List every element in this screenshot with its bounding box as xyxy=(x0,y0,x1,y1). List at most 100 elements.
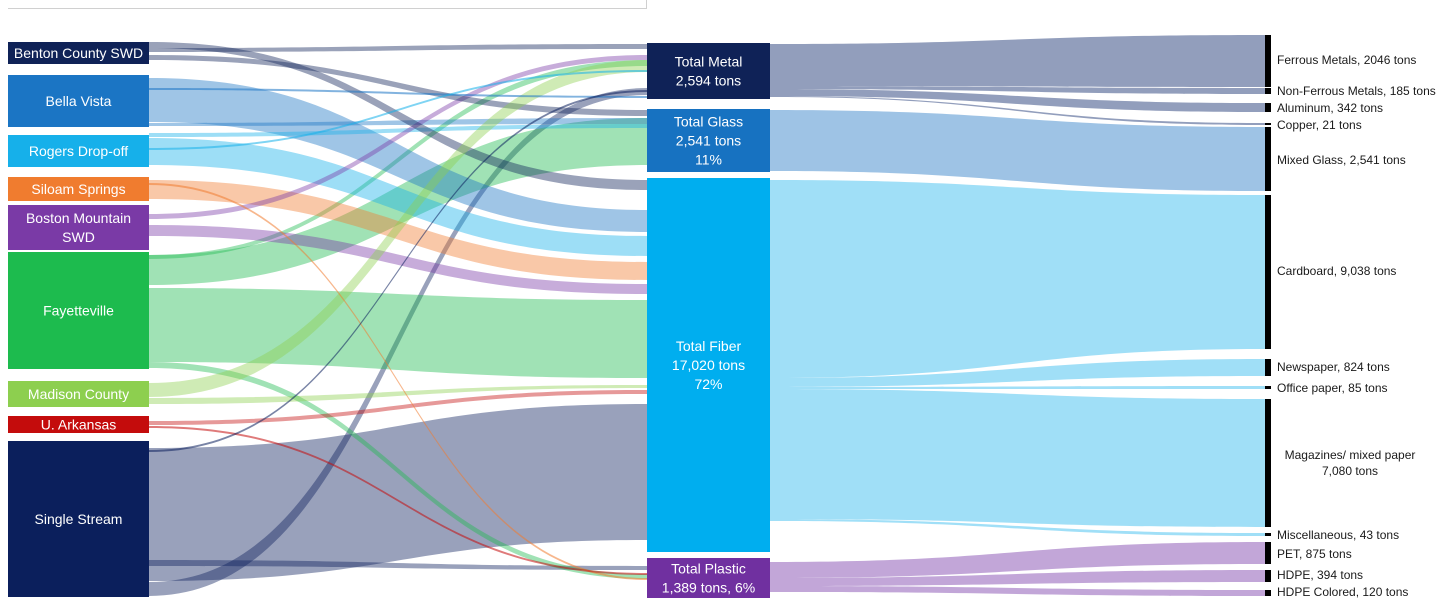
output-nodes: Ferrous Metals, 2046 tons Non-Ferrous Met… xyxy=(1265,35,1436,599)
label-line: Ferrous Metals, 2046 tons xyxy=(1277,53,1416,67)
label-line: Magazines/ mixed paper xyxy=(1285,448,1416,462)
output-bar xyxy=(1265,195,1271,349)
source-node-single: Single Stream xyxy=(8,441,149,597)
output-label: Magazines/ mixed paper 7,080 tons xyxy=(1285,448,1416,478)
node-box xyxy=(647,558,770,598)
label-line: Cardboard, 9,038 tons xyxy=(1277,264,1396,278)
output-bar xyxy=(1265,386,1271,389)
label-line: Siloam Springs xyxy=(31,181,125,197)
flow-metal-nonferrous xyxy=(770,86,1265,94)
label-line: Total Fiber xyxy=(676,338,742,354)
label-line: Newspaper, 824 tons xyxy=(1277,360,1390,374)
flow-siloam-fiber xyxy=(149,180,647,280)
material-label: Total Metal 2,594 tons xyxy=(675,54,743,89)
output-node-office: Office paper, 85 tons xyxy=(1265,381,1388,395)
label-line: Fayetteville xyxy=(43,303,114,319)
label-line: Total Metal xyxy=(675,54,743,70)
node-box xyxy=(8,252,149,369)
source-label: U. Arkansas xyxy=(41,417,116,433)
output-node-hdpe: HDPE, 394 tons xyxy=(1265,568,1363,582)
output-label: Aluminum, 342 tons xyxy=(1277,101,1383,115)
label-line: 2,541 tons xyxy=(676,133,741,149)
flow-fiber-magazines xyxy=(770,389,1265,527)
source-label: Fayetteville xyxy=(43,303,114,319)
flow-madison-glass xyxy=(149,60,647,397)
label-line: HDPE Colored, 120 tons xyxy=(1277,585,1408,598)
output-node-newspaper: Newspaper, 824 tons xyxy=(1265,359,1390,376)
flow-fay-glass xyxy=(149,118,647,285)
flow-plastic-pet xyxy=(770,542,1265,578)
output-bar xyxy=(1265,533,1271,536)
flow-fay-plastic xyxy=(149,362,647,579)
source-label: Rogers Drop-off xyxy=(29,143,128,159)
source-node-benton: Benton County SWD xyxy=(8,42,149,64)
source-to-material-flows xyxy=(149,42,647,596)
output-bar xyxy=(1265,103,1271,112)
flow-madison-fiber xyxy=(149,385,647,404)
flow-boston-fiber xyxy=(149,225,647,294)
label-line: Bella Vista xyxy=(46,93,112,109)
output-node-nonferrous: Non-Ferrous Metals, 185 tons xyxy=(1265,84,1436,98)
flow-metal-ferrous xyxy=(770,35,1265,87)
flow-glass-mixedglass xyxy=(770,110,1265,191)
label-line: Aluminum, 342 tons xyxy=(1277,101,1383,115)
flow-fiber-newspaper xyxy=(770,359,1265,387)
source-label: Madison County xyxy=(28,386,129,402)
source-node-madison: Madison County xyxy=(8,381,149,407)
output-label: Non-Ferrous Metals, 185 tons xyxy=(1277,84,1436,98)
flow-bella-metal xyxy=(149,118,647,126)
output-bar xyxy=(1265,127,1271,191)
flow-benton-metal xyxy=(149,55,647,116)
label-line: HDPE, 394 tons xyxy=(1277,568,1363,582)
flow-uark-fiber xyxy=(149,390,647,425)
flow-benton-glass xyxy=(149,44,647,52)
flow-single-plastic xyxy=(149,560,647,570)
label-line: Total Plastic xyxy=(671,561,746,577)
output-label: Ferrous Metals, 2046 tons xyxy=(1277,53,1416,67)
material-node-metal: Total Metal 2,594 tons xyxy=(647,43,770,99)
output-label: Mixed Glass, 2,541 tons xyxy=(1277,153,1406,167)
output-node-aluminum: Aluminum, 342 tons xyxy=(1265,101,1383,115)
label-line: 72% xyxy=(694,376,722,392)
output-node-hdpecolored: HDPE Colored, 120 tons xyxy=(1265,585,1408,599)
source-node-rogers: Rogers Drop-off xyxy=(8,135,149,167)
source-label: Benton County SWD xyxy=(14,45,143,61)
flow-metal-copper xyxy=(770,96,1265,125)
label-line: Copper, 21 tons xyxy=(1277,118,1362,132)
source-node-siloam: Siloam Springs xyxy=(8,177,149,201)
label-line: 11% xyxy=(695,152,722,168)
label-line: U. Arkansas xyxy=(41,417,116,433)
output-bar xyxy=(1265,35,1271,87)
output-node-cardboard: Cardboard, 9,038 tons xyxy=(1265,195,1396,349)
output-node-misc: Miscellaneous, 43 tons xyxy=(1265,528,1399,542)
output-label: HDPE, 394 tons xyxy=(1277,568,1363,582)
flow-fiber-cardboard xyxy=(770,180,1265,378)
label-line: 2,594 tons xyxy=(676,73,741,89)
flow-fiber-office xyxy=(770,386,1265,389)
flow-single-metal xyxy=(149,88,647,596)
source-node-fay: Fayetteville xyxy=(8,252,149,369)
material-to-output-flows xyxy=(770,35,1265,596)
flow-benton-fiber xyxy=(149,42,647,190)
node-box xyxy=(8,177,149,201)
flow-boston-metal xyxy=(149,55,647,219)
node-box xyxy=(647,178,770,552)
output-label: Miscellaneous, 43 tons xyxy=(1277,528,1399,542)
flow-rogers-thin xyxy=(149,70,647,150)
label-line: Single Stream xyxy=(35,511,123,527)
flow-fay-metal xyxy=(149,60,647,259)
node-box xyxy=(8,416,149,433)
output-bar xyxy=(1265,590,1271,596)
material-label: Total Fiber 17,020 tons 72% xyxy=(672,338,745,392)
source-label: Single Stream xyxy=(35,511,123,527)
label-line: PET, 875 tons xyxy=(1277,547,1352,561)
source-label: Boston Mountain SWD xyxy=(26,210,131,245)
source-node-uark: U. Arkansas xyxy=(8,416,149,433)
source-label: Bella Vista xyxy=(46,93,112,109)
output-label: Newspaper, 824 tons xyxy=(1277,360,1390,374)
source-node-bella: Bella Vista xyxy=(8,75,149,127)
output-bar xyxy=(1265,570,1271,582)
label-line: SWD xyxy=(62,229,95,245)
